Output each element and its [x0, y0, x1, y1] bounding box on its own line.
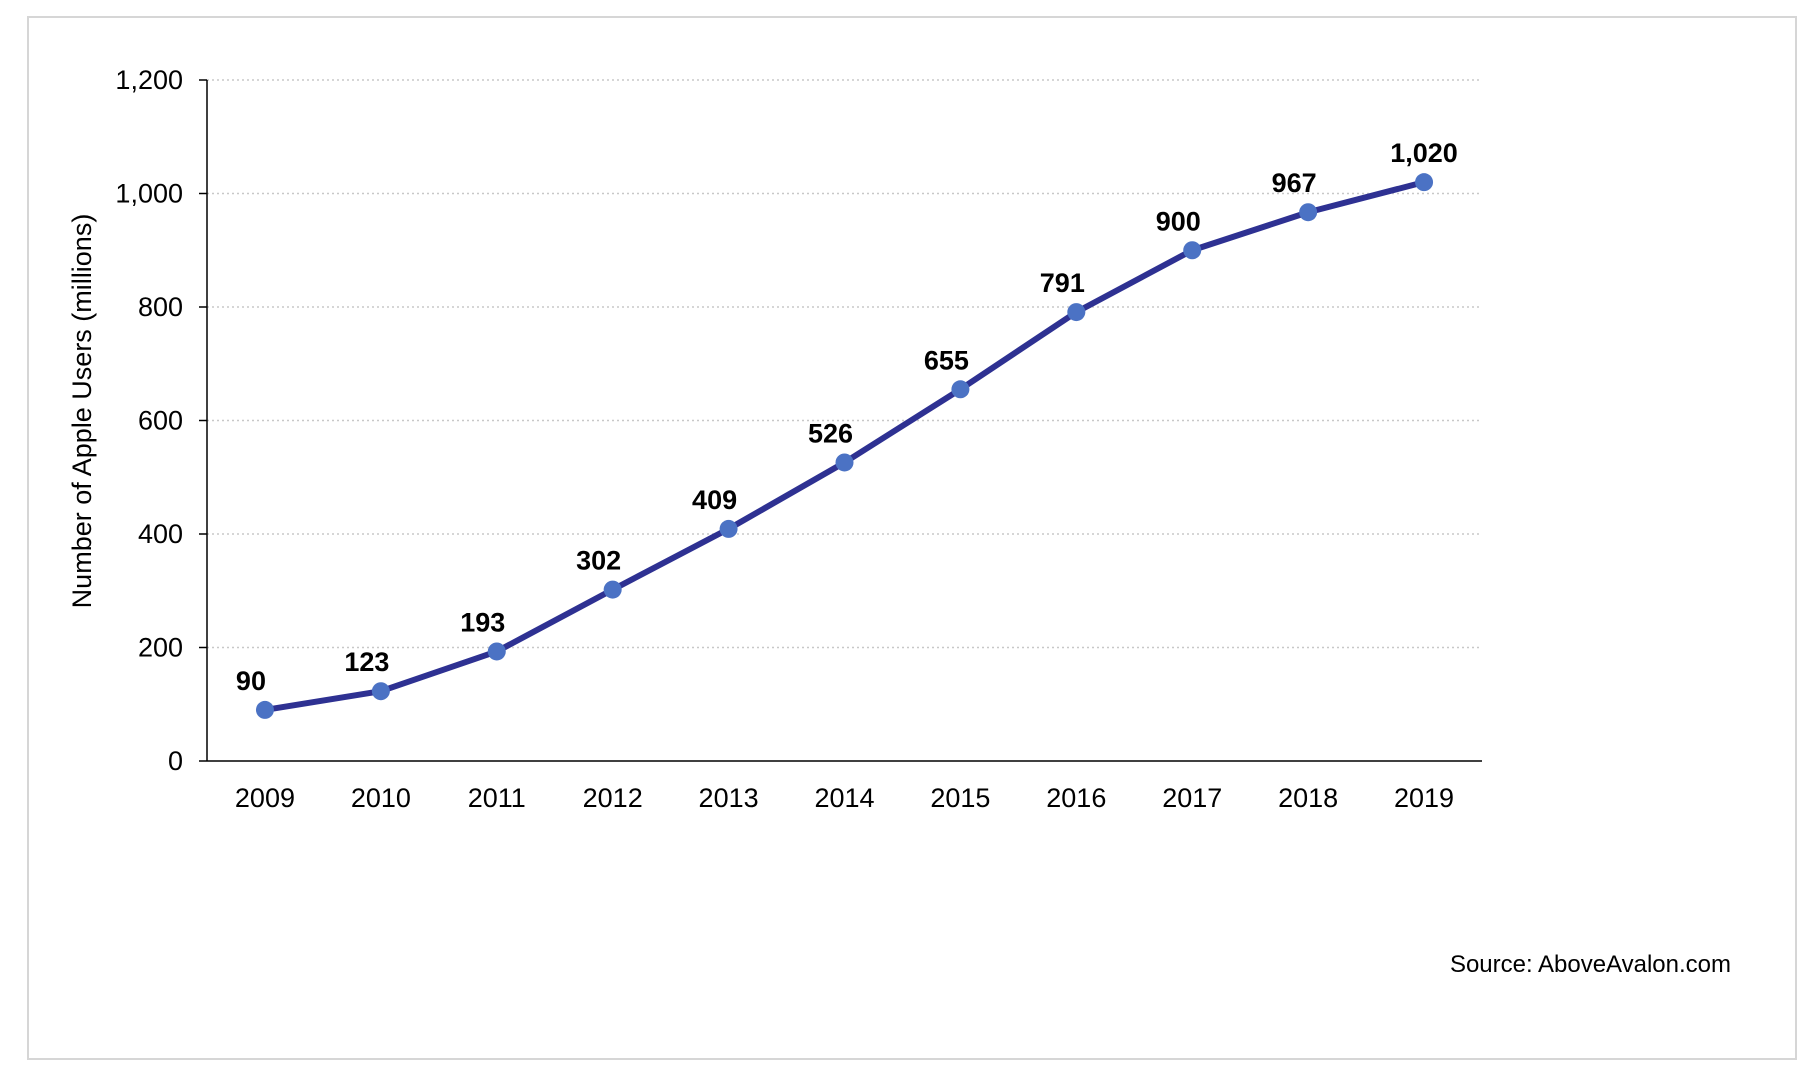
x-tick-label: 2010	[351, 783, 411, 813]
x-tick-label: 2009	[235, 783, 295, 813]
data-point	[1415, 173, 1434, 192]
data-point	[951, 380, 970, 399]
data-label: 655	[924, 345, 969, 375]
x-tick-labels: 2009 2010 2011 2012 2013 2014 2015 2016 2017 2018…	[235, 783, 1454, 813]
data-point	[835, 453, 854, 472]
x-tick-label: 2015	[930, 783, 990, 813]
y-tick-label: 1,000	[115, 179, 183, 209]
source-note: Source: AboveAvalon.com	[1450, 951, 1731, 978]
data-labels: 90 123 193 302 409 526 655 791 900 967 1,020	[236, 138, 1458, 696]
y-tick-label: 0	[168, 746, 183, 776]
data-label: 409	[692, 485, 737, 515]
data-point	[1067, 303, 1086, 322]
x-tick-label: 2018	[1278, 783, 1338, 813]
y-tick-labels: 0 200 400 600 800 1,000 1,200	[115, 65, 183, 776]
chart-frame: 0 200 400 600 800 1,000 1,200 2009 2010 2011 2012…	[27, 16, 1797, 1060]
data-label: 900	[1156, 206, 1201, 236]
data-point	[487, 642, 506, 661]
y-axis-title: Number of Apple Users (millions)	[67, 214, 97, 609]
y-tick-label: 600	[138, 406, 183, 436]
data-label: 967	[1272, 168, 1317, 198]
data-markers	[255, 173, 1434, 719]
data-label: 123	[344, 647, 389, 677]
chart-canvas: 0 200 400 600 800 1,000 1,200 2009 2010 2011 2012…	[67, 65, 1731, 978]
gridlines	[207, 79, 1482, 649]
data-point	[255, 700, 274, 719]
data-point	[371, 682, 390, 701]
data-label: 791	[1040, 268, 1085, 298]
x-tick-label: 2016	[1046, 783, 1106, 813]
y-tick-label: 800	[138, 292, 183, 322]
x-tick-label: 2012	[583, 783, 643, 813]
data-label: 90	[236, 666, 266, 696]
data-label: 1,020	[1390, 138, 1458, 168]
y-tick-label: 1,200	[115, 65, 183, 95]
x-tick-label: 2019	[1394, 783, 1454, 813]
data-label: 302	[576, 546, 621, 576]
data-point	[719, 519, 738, 538]
x-tick-label: 2013	[699, 783, 759, 813]
axes	[199, 79, 1482, 762]
y-tick-label: 400	[138, 519, 183, 549]
data-point	[603, 580, 622, 599]
y-tick-label: 200	[138, 633, 183, 663]
x-tick-label: 2017	[1162, 783, 1222, 813]
data-point	[1299, 203, 1318, 222]
data-point	[1183, 241, 1202, 260]
data-label: 526	[808, 418, 853, 448]
data-label: 193	[460, 607, 505, 637]
x-tick-label: 2014	[814, 783, 874, 813]
x-tick-label: 2011	[468, 783, 526, 813]
